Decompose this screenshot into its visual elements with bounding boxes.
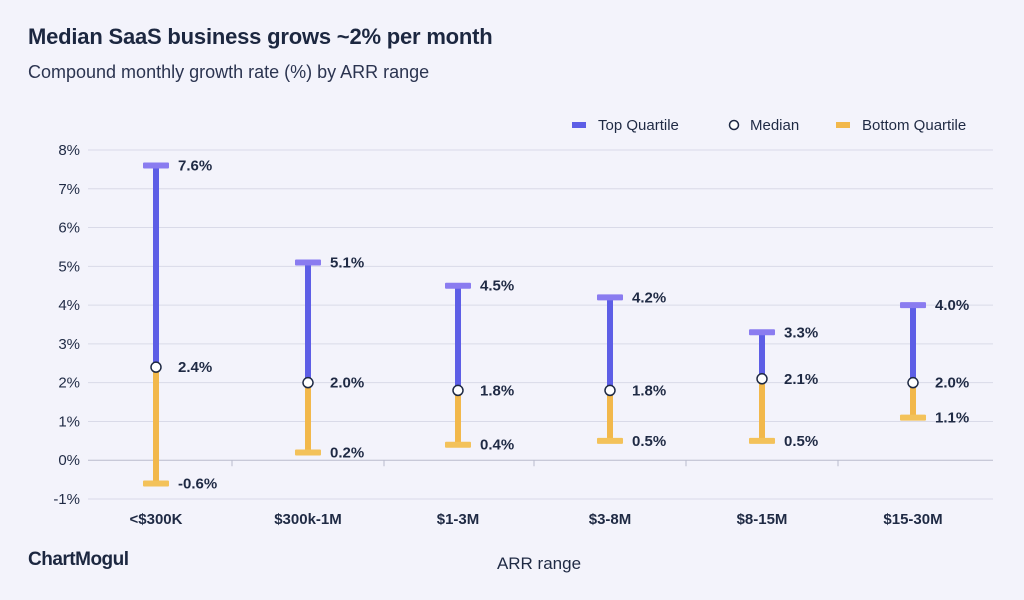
top-quartile-cap xyxy=(295,259,321,266)
legend-bottom-quartile-label: Bottom Quartile xyxy=(862,117,966,134)
top-quartile-cap xyxy=(597,294,623,301)
median-point xyxy=(907,376,919,389)
bottom-quartile-bar xyxy=(153,367,159,484)
top-quartile-label: 4.0% xyxy=(935,297,969,314)
median-point xyxy=(604,384,616,397)
x-axis: <$300K $300k-1M $1-3M $3-8M $8-15M $15-30M xyxy=(130,460,943,528)
median-label: 1.8% xyxy=(632,382,666,399)
bottom-quartile-label: 0.5% xyxy=(784,433,818,450)
bottom-quartile-cap xyxy=(143,480,169,487)
chart-marks: 7.6% 2.4% -0.6% 5.1% 2.0% 0.2% 4.5% 1.8% 0.4% 4.2… xyxy=(143,158,969,492)
median-point xyxy=(302,376,314,389)
y-tick-label: -1% xyxy=(53,491,80,508)
top-quartile-label: 4.5% xyxy=(480,278,514,295)
legend-median-label: Median xyxy=(750,117,799,134)
x-tick-label: $1-3M xyxy=(437,511,480,528)
y-tick-label: 5% xyxy=(58,258,80,275)
bottom-quartile-label: 0.2% xyxy=(330,444,364,461)
top-quartile-cap xyxy=(900,302,926,309)
gridlines xyxy=(88,149,993,500)
top-quartile-label: 7.6% xyxy=(178,158,212,175)
legend-top-quartile-swatch xyxy=(572,122,586,128)
y-tick-label: 3% xyxy=(58,336,80,353)
bottom-quartile-bar xyxy=(759,378,765,441)
bottom-quartile-cap xyxy=(900,414,926,421)
top-quartile-cap xyxy=(445,282,471,289)
x-tick-label: $8-15M xyxy=(737,511,788,528)
bottom-quartile-cap xyxy=(445,441,471,448)
y-tick-label: 6% xyxy=(58,220,80,237)
y-tick-label: 1% xyxy=(58,413,80,430)
bottom-quartile-bar xyxy=(455,390,461,445)
top-quartile-bar xyxy=(305,262,311,383)
top-quartile-bar xyxy=(153,165,159,368)
x-tick-label: $3-8M xyxy=(589,511,632,528)
x-tick-label: $15-30M xyxy=(883,511,942,528)
median-label: 1.8% xyxy=(480,382,514,399)
median-point xyxy=(452,384,464,397)
y-tick-label: 4% xyxy=(58,297,80,314)
top-quartile-bar xyxy=(759,332,765,379)
top-quartile-label: 5.1% xyxy=(330,254,364,271)
bottom-quartile-cap xyxy=(597,437,623,444)
legend-median-swatch xyxy=(728,119,740,131)
top-quartile-bar xyxy=(455,285,461,391)
y-axis: -1% 0% 1% 2% 3% 4% 5% 6% 7% 8% xyxy=(53,142,80,508)
top-quartile-bar xyxy=(910,305,916,383)
y-tick-label: 8% xyxy=(58,142,80,159)
top-quartile-cap xyxy=(143,162,169,169)
median-label: 2.0% xyxy=(330,375,364,392)
y-tick-label: 7% xyxy=(58,181,80,198)
bottom-quartile-label: 0.4% xyxy=(480,437,514,454)
median-label: 2.1% xyxy=(784,371,818,388)
chart-title: Median SaaS business grows ~2% per month xyxy=(28,24,493,49)
y-tick-label: 2% xyxy=(58,375,80,392)
bottom-quartile-bar xyxy=(910,382,916,418)
brand-logo: ChartMogul xyxy=(28,549,129,570)
median-point xyxy=(756,373,768,385)
bottom-quartile-label: 0.5% xyxy=(632,433,666,450)
bottom-quartile-bar xyxy=(607,390,613,441)
top-quartile-cap xyxy=(749,329,775,336)
chart-subtitle: Compound monthly growth rate (%) by ARR … xyxy=(28,62,430,82)
top-quartile-label: 4.2% xyxy=(632,289,666,306)
median-label: 2.0% xyxy=(935,375,969,392)
top-quartile-label: 3.3% xyxy=(784,324,818,341)
bottom-quartile-bar xyxy=(305,382,311,453)
legend-bottom-quartile-swatch xyxy=(836,122,850,128)
bottom-quartile-label: 1.1% xyxy=(935,410,969,427)
x-tick-label: $300k-1M xyxy=(274,511,342,528)
x-axis-title: ARR range xyxy=(497,554,581,573)
top-quartile-bar xyxy=(607,297,613,391)
bottom-quartile-label: -0.6% xyxy=(178,475,217,492)
legend-top-quartile-label: Top Quartile xyxy=(598,117,679,134)
median-point xyxy=(150,361,162,373)
bottom-quartile-cap xyxy=(295,449,321,456)
x-tick-label: <$300K xyxy=(130,511,183,528)
y-tick-label: 0% xyxy=(58,452,80,469)
median-label: 2.4% xyxy=(178,359,212,376)
legend: Top Quartile Median Bottom Quartile xyxy=(572,117,966,134)
bottom-quartile-cap xyxy=(749,437,775,444)
